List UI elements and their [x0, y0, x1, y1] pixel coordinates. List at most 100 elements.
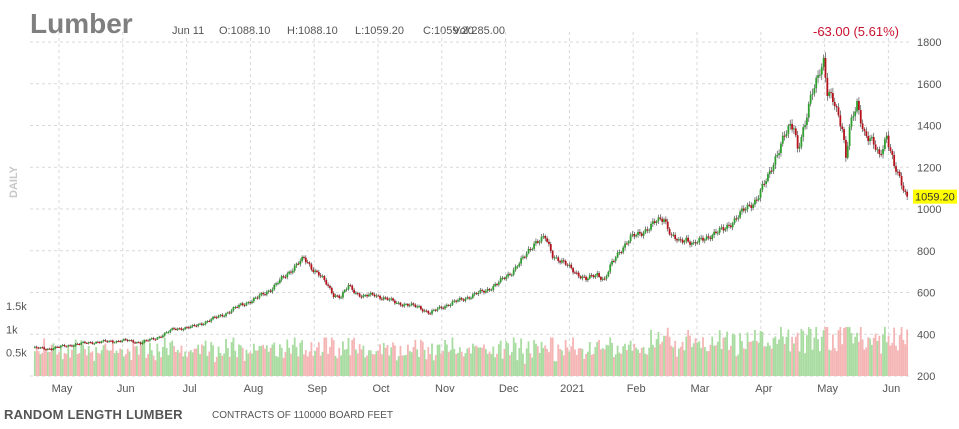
candle-body — [809, 94, 812, 104]
candle-body — [189, 326, 192, 328]
volume-bar — [449, 350, 452, 376]
candle-body — [124, 339, 127, 341]
volume-bar — [663, 335, 665, 376]
candle-body — [783, 135, 786, 137]
candle-body — [321, 276, 324, 278]
candle-body — [720, 227, 723, 229]
volume-bar — [330, 337, 333, 376]
volume-bar — [399, 345, 402, 376]
volume-bar — [720, 348, 723, 376]
candle-body — [85, 342, 88, 344]
candle-body — [334, 295, 337, 297]
volume-bar — [193, 348, 196, 376]
volume-bar — [620, 353, 623, 376]
candle-body — [145, 340, 148, 342]
volume-bar — [308, 351, 311, 376]
candle-body — [824, 57, 827, 78]
volume-bar — [152, 355, 155, 376]
volume-bar — [492, 346, 495, 376]
volume-bar — [603, 349, 606, 376]
candle-body — [605, 276, 608, 279]
volume-bar — [453, 348, 456, 376]
volume-bar — [607, 345, 610, 376]
candle-body — [832, 93, 834, 102]
candle-body — [698, 238, 701, 243]
candle-body — [97, 341, 99, 343]
candle-body — [484, 290, 487, 293]
candle-body — [846, 145, 849, 158]
volume-bar — [670, 345, 673, 376]
candle-body — [195, 325, 198, 327]
candle-body — [212, 316, 214, 320]
candle-body — [837, 107, 840, 116]
candle-body — [110, 340, 112, 342]
candle-body — [419, 306, 422, 310]
candle-body — [100, 341, 103, 343]
candle-body — [150, 338, 153, 340]
candle-body — [603, 278, 606, 280]
volume-bar — [421, 341, 424, 376]
candle-body — [139, 342, 142, 344]
candle-body — [655, 221, 658, 223]
candle-body — [323, 276, 326, 280]
candle-body — [765, 181, 767, 184]
candle-body — [544, 236, 547, 239]
candle-body — [254, 297, 257, 299]
candle-body — [848, 126, 851, 146]
volume-bar — [180, 345, 183, 376]
volume-bar — [340, 355, 342, 376]
candle-body — [520, 258, 523, 264]
volume-bar — [848, 327, 851, 376]
candle-body — [876, 149, 879, 151]
volume-bar — [252, 343, 255, 376]
candle-body — [553, 257, 556, 259]
candle-body — [82, 341, 85, 343]
volume-bar — [690, 347, 693, 376]
candle-body — [134, 342, 136, 344]
volume-bar — [215, 356, 218, 376]
candle-body — [570, 264, 573, 269]
candle-body — [152, 338, 155, 340]
candle-body — [102, 340, 105, 342]
volume-bar — [390, 347, 393, 376]
candle-body — [466, 297, 469, 299]
candle-body — [128, 340, 131, 342]
candle-body — [78, 344, 81, 346]
candle-body — [58, 346, 60, 348]
volume-bar — [703, 347, 706, 376]
volume-bar — [880, 353, 883, 376]
volume-bar — [791, 336, 793, 376]
candle-body — [724, 228, 727, 231]
volume-bar — [202, 345, 205, 376]
volume-bar — [767, 342, 769, 376]
volume-bar — [442, 350, 445, 376]
volume-bar — [178, 352, 181, 376]
volume-bar — [577, 348, 580, 376]
candle-body — [273, 284, 276, 290]
volume-bar — [522, 353, 524, 376]
volume-bar — [278, 344, 281, 376]
candle-body — [711, 235, 714, 240]
candle-body — [780, 143, 782, 154]
x-tick-label: Feb — [627, 383, 646, 395]
volume-bar — [819, 351, 821, 376]
volume-bar — [360, 349, 363, 376]
volume-bar — [282, 357, 285, 376]
candle-body — [136, 342, 138, 344]
volume-bar — [245, 349, 248, 376]
candle-body — [156, 337, 159, 340]
candle-body — [111, 340, 114, 343]
volume-bar — [484, 349, 487, 376]
candle-body — [674, 234, 677, 240]
open-value: O:1088.10 — [219, 25, 271, 37]
volume-bar — [104, 343, 107, 376]
candle-body — [700, 237, 703, 239]
volume-bar — [65, 353, 68, 376]
candle-body — [648, 229, 651, 231]
candle-body — [549, 244, 552, 251]
candle-body — [213, 316, 216, 318]
volume-bar — [850, 333, 853, 376]
volume-bar — [74, 339, 77, 376]
candle-body — [729, 225, 732, 228]
